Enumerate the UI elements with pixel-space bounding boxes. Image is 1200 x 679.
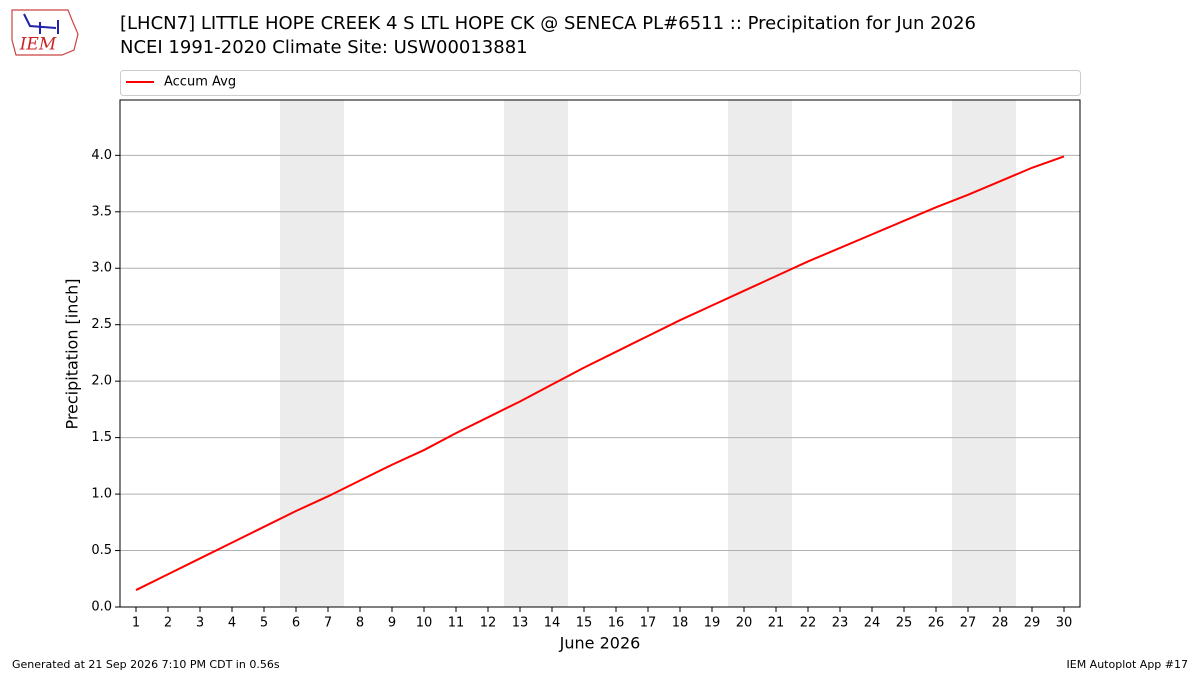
x-tick-label: 20 (736, 616, 753, 631)
footer-right: IEM Autoplot App #17 (1067, 658, 1189, 671)
x-tick-label: 2 (164, 616, 172, 631)
weekend-shade (728, 100, 792, 607)
x-tick-label: 24 (864, 616, 881, 631)
series-line (135, 155, 1065, 591)
weekend-shade (280, 100, 344, 607)
x-tick-label: 15 (576, 616, 593, 631)
weekend-shade (952, 100, 1016, 607)
y-tick-label: 0.5 (91, 543, 112, 558)
x-tick-label: 27 (960, 616, 977, 631)
x-tick-label: 16 (608, 616, 625, 631)
y-tick-label: 1.5 (91, 430, 112, 445)
x-tick-label: 14 (544, 616, 561, 631)
x-tick-label: 22 (800, 616, 817, 631)
x-tick-label: 18 (672, 616, 689, 631)
weekend-shade (504, 100, 568, 607)
x-tick-label: 13 (512, 616, 529, 631)
y-axis-label: Precipitation [inch] (63, 278, 82, 429)
x-tick-label: 25 (896, 616, 913, 631)
legend-box (120, 70, 1081, 96)
y-tick-label: 2.5 (91, 317, 112, 332)
x-tick-label: 19 (704, 616, 721, 631)
x-tick-label: 28 (992, 616, 1009, 631)
logo-text: IEM (19, 35, 57, 55)
y-tick-label: 1.0 (91, 487, 112, 502)
x-tick-label: 7 (324, 616, 332, 631)
x-tick-label: 23 (832, 616, 849, 631)
y-tick-label: 3.5 (91, 204, 112, 219)
x-tick-label: 26 (928, 616, 945, 631)
x-tick-label: 8 (356, 616, 364, 631)
x-tick-label: 5 (260, 616, 268, 631)
x-tick-label: 30 (1056, 616, 1073, 631)
logo-icon (23, 13, 59, 34)
plot-frame (119, 99, 1081, 608)
logo-outline (11, 9, 79, 56)
x-tick-label: 4 (228, 616, 236, 631)
y-tick-label: 4.0 (91, 148, 112, 163)
x-axis-label: June 2026 (559, 634, 641, 653)
x-tick-label: 10 (416, 616, 433, 631)
legend-label: Accum Avg (164, 75, 236, 90)
footer-left: Generated at 21 Sep 2026 7:10 PM CDT in … (12, 658, 280, 671)
x-tick-label: 11 (448, 616, 465, 631)
x-tick-label: 1 (132, 616, 140, 631)
chart-subtitle: NCEI 1991-2020 Climate Site: USW00013881 (120, 37, 528, 58)
x-tick-label: 29 (1024, 616, 1041, 631)
logo: IEM (11, 9, 79, 56)
x-tick-label: 6 (292, 616, 300, 631)
y-tick-label: 0.0 (91, 600, 112, 615)
y-tick-label: 3.0 (91, 261, 112, 276)
x-tick-label: 3 (196, 616, 204, 631)
x-tick-label: 9 (388, 616, 396, 631)
x-tick-label: 17 (640, 616, 657, 631)
y-tick-label: 2.0 (91, 374, 112, 389)
x-tick-label: 12 (480, 616, 497, 631)
x-tick-label: 21 (768, 616, 785, 631)
chart-title: [LHCN7] LITTLE HOPE CREEK 4 S LTL HOPE C… (120, 13, 976, 34)
